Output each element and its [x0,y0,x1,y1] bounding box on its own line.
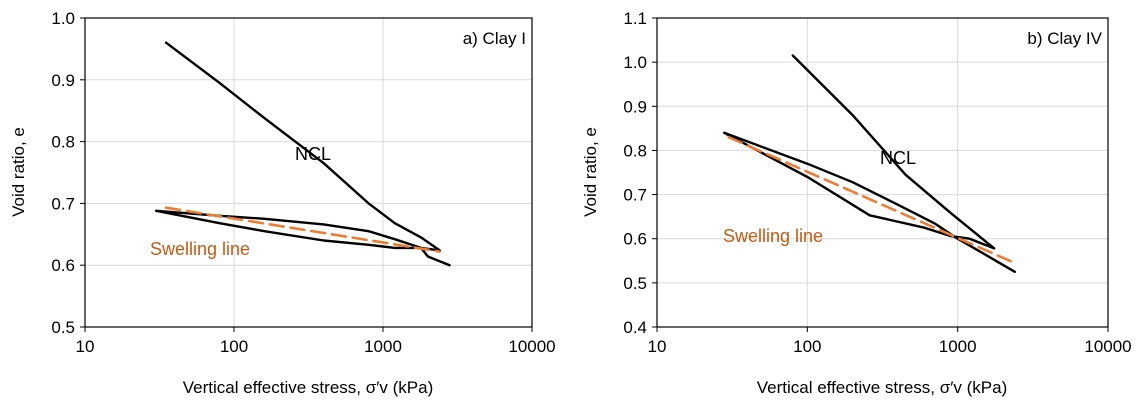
y-tick-label: 1.1 [623,9,647,28]
y-tick-label: 0.8 [51,133,75,152]
x-tick-label: 10 [76,337,95,356]
y-tick-label: 0.7 [51,194,75,213]
x-tick-label: 10 [648,337,667,356]
y-tick-label: 0.6 [623,230,647,249]
tick-labels: 10 100 1000 10000 0.5 0.6 0.7 0.8 0.9 1.0 [51,9,555,356]
plot-frame [656,17,1109,328]
compression-curve-line [723,54,1016,273]
swelling-line-annotation: Swelling line [150,239,250,259]
swelling-line-annotation: Swelling line [723,226,823,246]
y-tick-label: 0.8 [623,141,647,160]
plot-frame [84,17,533,328]
y-tick-label: 1.0 [51,9,75,28]
tick-labels: 10 100 1000 10000 0.4 0.5 0.6 0.7 0.8 0.9 1.0 1.1 [623,9,1131,356]
y-tick-label: 0.9 [51,71,75,90]
y-tick-label: 0.4 [623,318,647,337]
x-tick-label: 100 [220,337,248,356]
compression-curve-line [154,41,451,267]
ncl-annotation: NCL [295,144,331,164]
y-tick-label: 0.9 [623,97,647,116]
x-axis-label: Vertical effective stress, σ′v (kPa) [757,378,1008,397]
x-axis-label: Vertical effective stress, σ′v (kPa) [183,378,434,397]
x-tick-label: 1000 [364,337,402,356]
y-tick-label: 0.5 [623,274,647,293]
chart-b-clay-iv: 10 100 1000 10000 0.4 0.5 0.6 0.7 0.8 0.9 1.0 1.1 b… [581,9,1132,397]
panel-label: b) Clay IV [1027,29,1102,48]
y-tick-label: 0.7 [623,186,647,205]
x-tick-label: 10000 [1084,337,1131,356]
y-tick-label: 0.6 [51,256,75,275]
y-tick-label: 0.5 [51,318,75,337]
y-axis-label: Void ratio, e [581,127,600,217]
y-axis-label: Void ratio, e [9,127,28,217]
gridlines [657,18,1108,327]
panel-label: a) Clay I [463,29,526,48]
x-tick-label: 10000 [508,337,555,356]
x-tick-label: 100 [793,337,821,356]
series-layer [154,41,451,267]
chart-a-clay-i: 10 100 1000 10000 0.5 0.6 0.7 0.8 0.9 1.0 a) Clay… [9,9,556,397]
ncl-annotation: NCL [880,148,916,168]
gridlines [85,18,532,327]
y-tick-label: 1.0 [623,53,647,72]
swelling-line-dashed [727,135,1017,265]
series-layer [723,54,1017,273]
swelling-line-dashed [164,206,441,253]
x-tick-label: 1000 [939,337,977,356]
